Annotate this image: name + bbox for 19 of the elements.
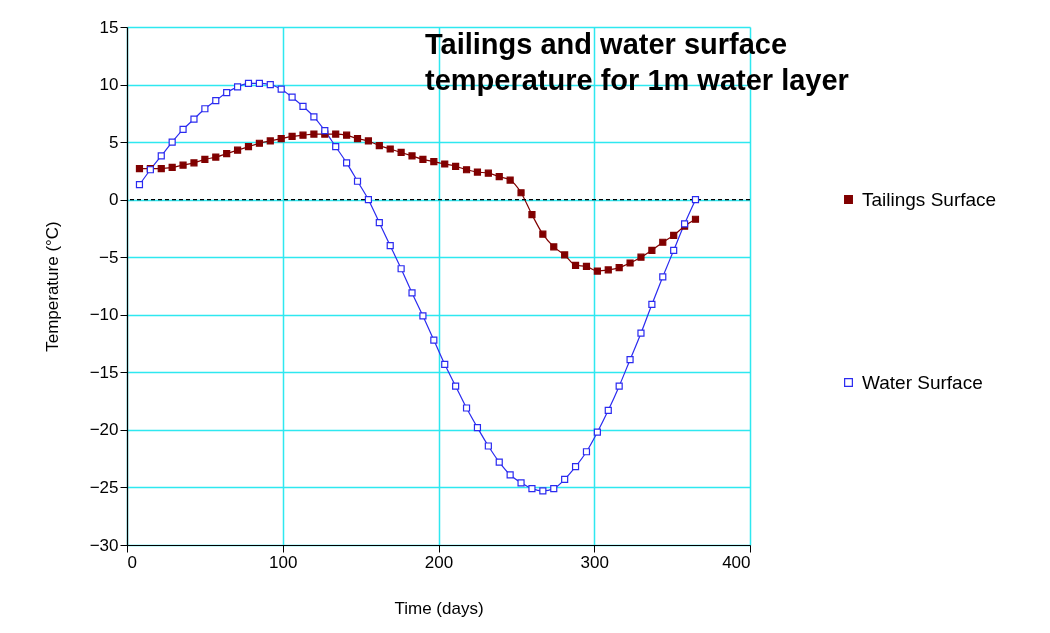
x-tick-label: 200 (424, 552, 454, 572)
y-tick-label: −10 (89, 305, 119, 325)
y-tick-label: 0 (109, 190, 119, 210)
y-tick-label: −30 (89, 535, 119, 555)
x-axis-title: Time (days) (394, 598, 484, 618)
y-tick-label: 10 (99, 75, 119, 95)
legend-label: Tailings Surface (862, 188, 997, 210)
x-tick-label: 100 (269, 552, 298, 572)
legend-label: Water Surface (862, 371, 983, 393)
x-tick-label: 400 (722, 552, 751, 572)
y-tick-label: −25 (89, 477, 119, 497)
y-axis-title: Temperature (°C) (42, 221, 62, 352)
y-tick-label: −5 (99, 247, 119, 267)
y-tick-label: 5 (109, 132, 119, 152)
x-tick-label: 300 (580, 552, 609, 572)
y-tick-label: 15 (99, 17, 119, 37)
y-tick-label: −15 (89, 362, 119, 382)
y-tick-label: −20 (89, 420, 119, 440)
x-tick-label: 0 (127, 552, 137, 572)
